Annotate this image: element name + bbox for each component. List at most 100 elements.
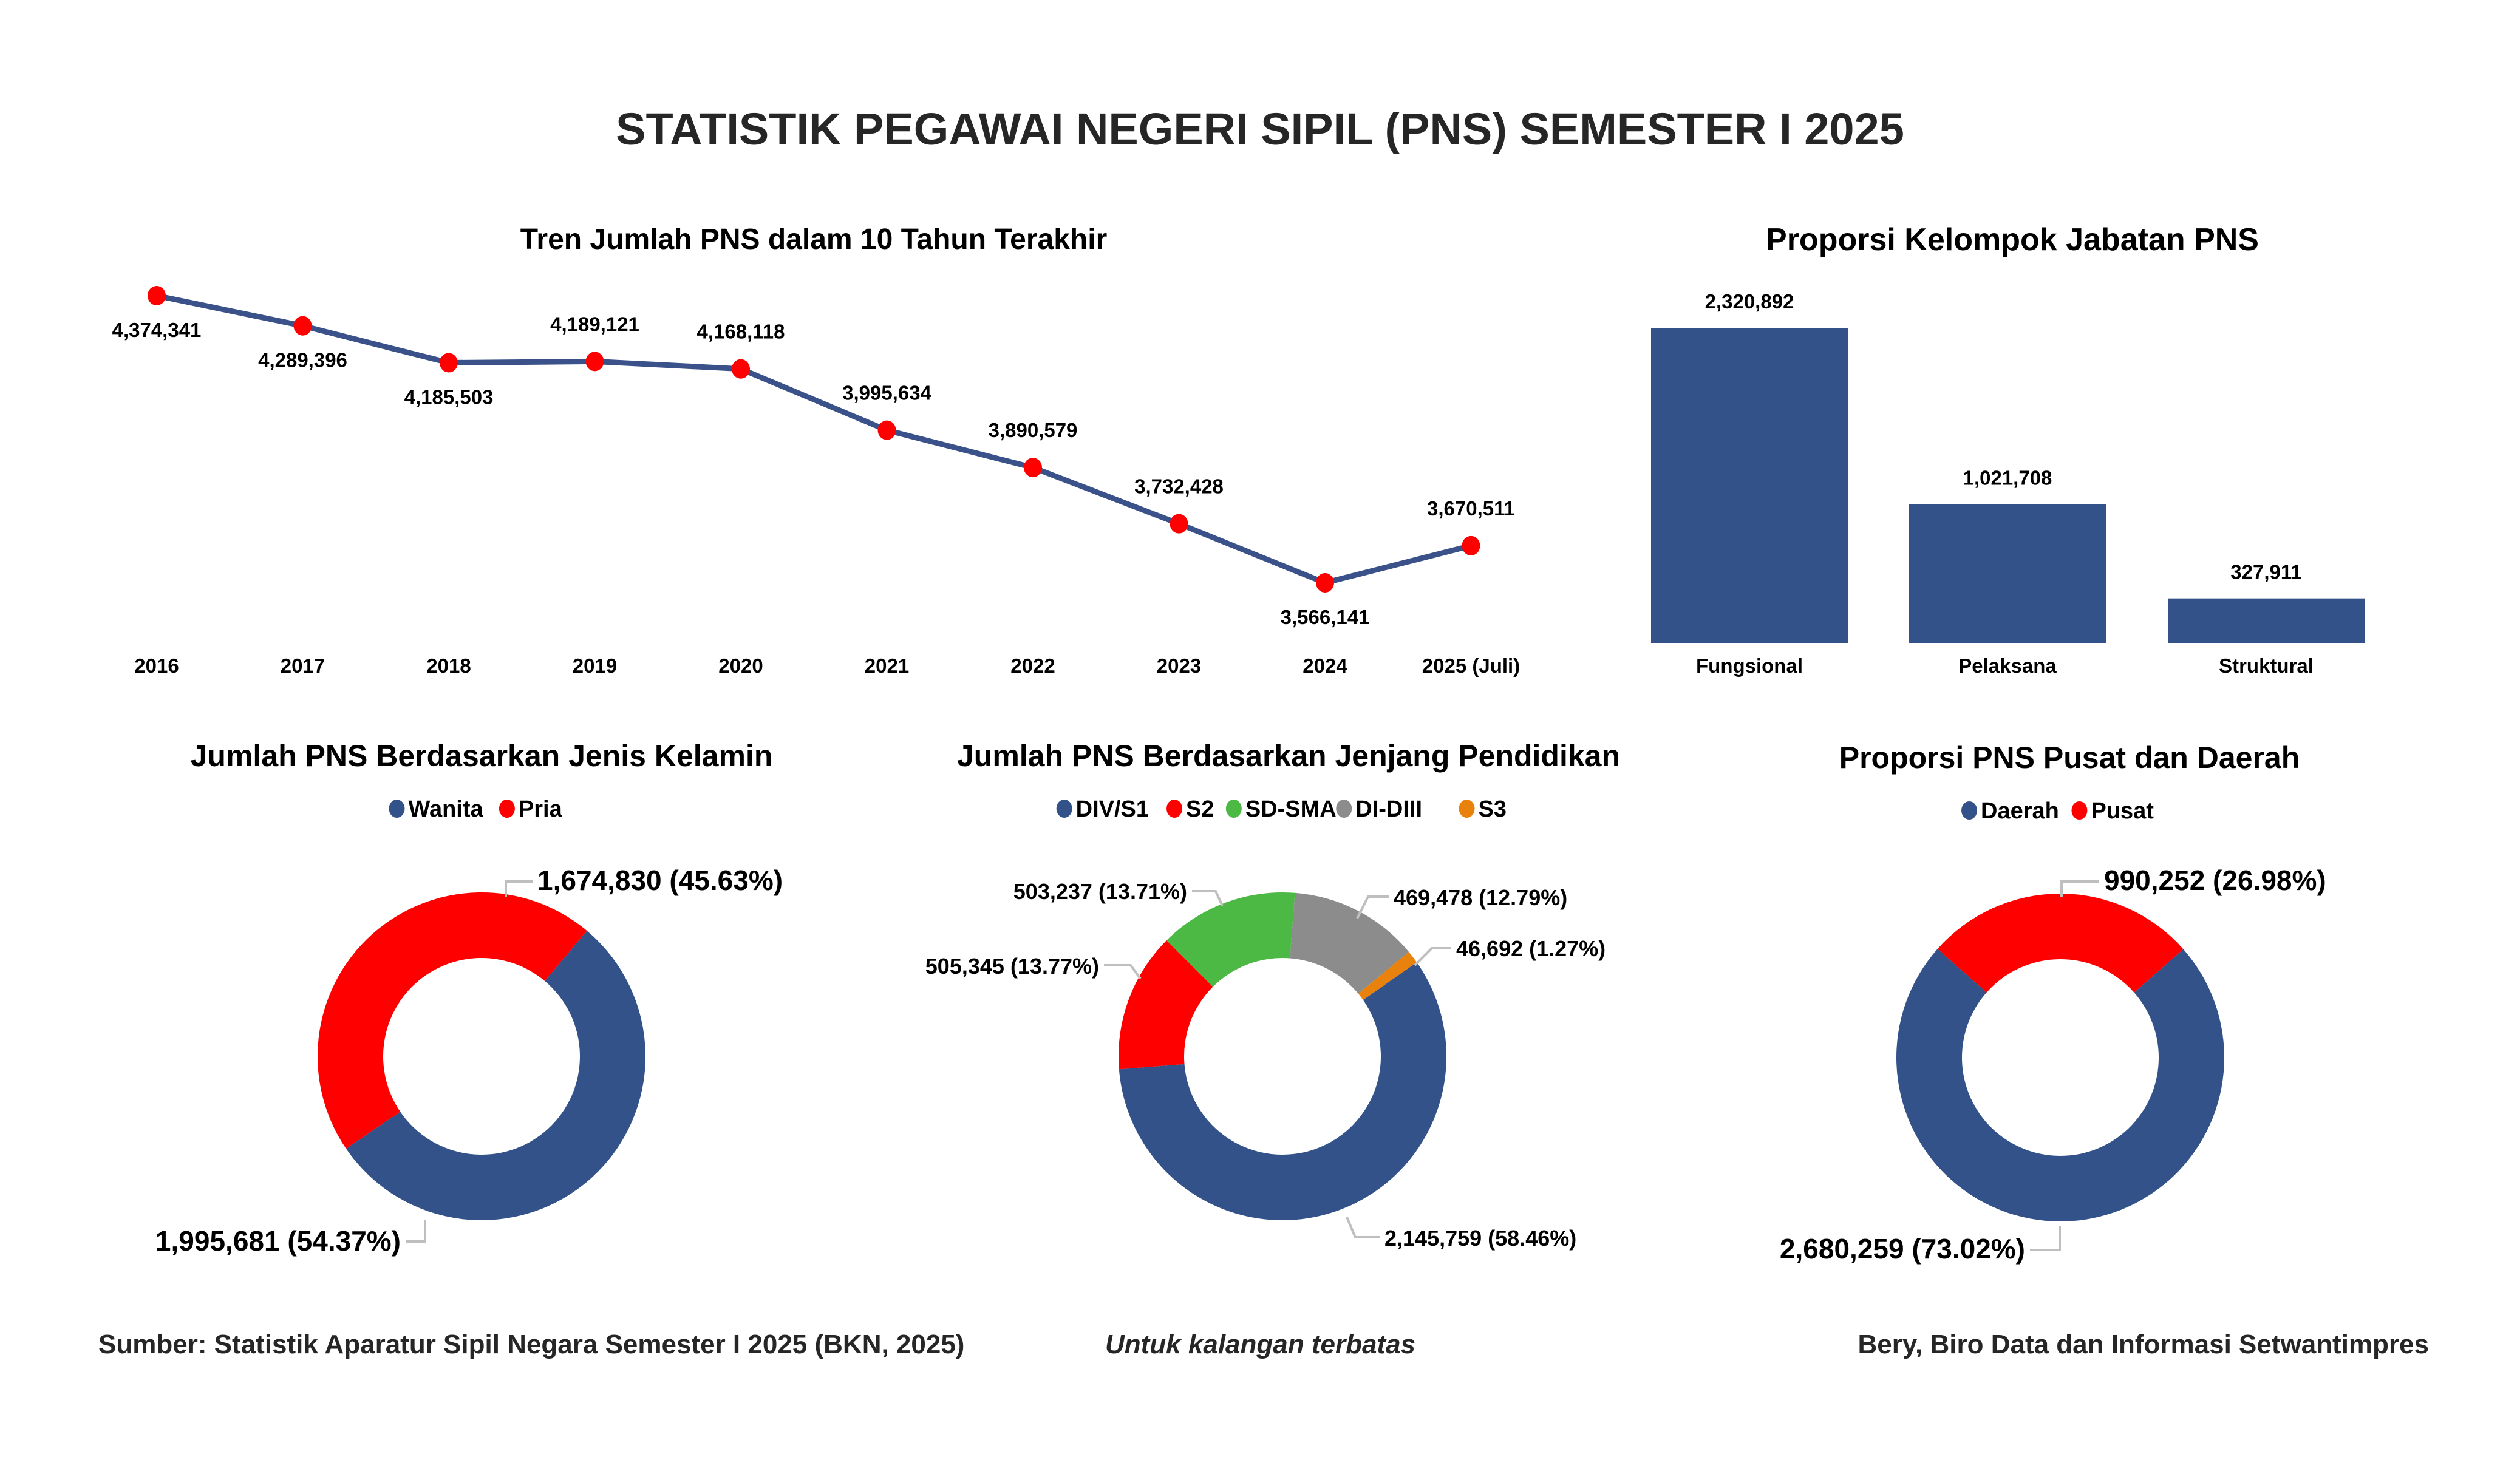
- line-data-label: 3,890,579: [989, 419, 1078, 441]
- leader-line: [1192, 890, 1224, 906]
- line-data-label: 4,185,503: [404, 386, 494, 409]
- line-x-tick-label: 2019: [573, 654, 617, 677]
- bar-data-label: 1,021,708: [1963, 467, 2052, 489]
- donut-slice-pria: [318, 892, 587, 1149]
- legend-marker-icon: [1166, 800, 1183, 818]
- gender-donut-chart: Jumlah PNS Berdasarkan Jenis Kelamin Wan…: [155, 739, 783, 1257]
- leader-line: [1414, 947, 1451, 966]
- leader-line: [406, 1220, 426, 1243]
- line-point-2021: [877, 420, 896, 440]
- donut-slice-s2: [1119, 940, 1213, 1070]
- legend-marker-icon: [2071, 801, 2088, 820]
- line-x-tick-label: 2017: [281, 654, 325, 677]
- line-data-label: 3,995,634: [842, 382, 931, 404]
- donut-slice-daerah: [1896, 949, 2225, 1221]
- footer-source: Sumber: Statistik Aparatur Sipil Negara …: [98, 1330, 965, 1359]
- donut-slice-s3: [1358, 951, 1417, 1000]
- legend-label: S3: [1479, 796, 1507, 822]
- leader-line: [1104, 964, 1142, 980]
- leader-line: [1356, 895, 1389, 919]
- line-x-tick-label: 2018: [426, 654, 471, 677]
- leader-line: [2060, 880, 2099, 897]
- footer-note: Untuk kalangan terbatas: [1105, 1330, 1416, 1359]
- bar-pelaksana: [1909, 504, 2106, 643]
- legend-label: Pusat: [2091, 798, 2154, 824]
- donut-slice-wanita: [346, 931, 646, 1220]
- line-data-label: 4,168,118: [697, 321, 785, 343]
- line-x-tick-label: 2024: [1303, 654, 1347, 677]
- donut-slice-sd-sma: [1166, 892, 1295, 987]
- legend-label: Wanita: [409, 796, 484, 822]
- line-x-tick-label: 2023: [1157, 654, 1201, 677]
- leader-line: [1346, 1217, 1380, 1238]
- legend-marker-icon: [1459, 800, 1475, 818]
- legend-marker-icon: [1961, 801, 1978, 820]
- bar-chart: Proporsi Kelompok Jabatan PNS 2,320,892 F…: [1651, 222, 2365, 677]
- line-x-tick-label: 2022: [1010, 654, 1055, 677]
- line-data-label: 3,566,141: [1281, 606, 1370, 628]
- legend-label: DI-DIII: [1355, 796, 1422, 822]
- bar-fungsional: [1651, 328, 1848, 643]
- donut-data-label: 503,237 (13.71%): [1013, 879, 1187, 904]
- legend: Wanita Pria: [389, 796, 563, 822]
- donut-data-label: 990,252 (26.98%): [2104, 864, 2326, 896]
- bar-struktural: [2168, 598, 2365, 643]
- line-point-2025-juli-: [1462, 535, 1480, 555]
- legend-marker-icon: [1225, 800, 1242, 818]
- line-point-2022: [1024, 458, 1042, 478]
- legend-label: DIV/S1: [1076, 796, 1149, 822]
- education-chart-title: Jumlah PNS Berdasarkan Jenjang Pendidika…: [957, 739, 1620, 773]
- leader-line: [2030, 1226, 2061, 1251]
- gender-chart-title: Jumlah PNS Berdasarkan Jenis Kelamin: [191, 739, 773, 773]
- bar-x-tick-label: Struktural: [2219, 654, 2314, 677]
- line-chart-title: Tren Jumlah PNS dalam 10 Tahun Terakhir: [520, 223, 1108, 256]
- donut-data-label: 46,692 (1.27%): [1456, 936, 1606, 961]
- line-point-2024: [1316, 573, 1334, 593]
- line-data-label: 4,289,396: [258, 349, 347, 372]
- line-point-2019: [585, 352, 604, 372]
- legend-marker-icon: [1336, 800, 1352, 818]
- region-chart-title: Proporsi PNS Pusat dan Daerah: [1839, 741, 2300, 775]
- legend: Daerah Pusat: [1961, 798, 2154, 824]
- line-point-2020: [732, 359, 750, 379]
- bar-data-label: 327,911: [2230, 561, 2301, 583]
- line-data-label: 3,670,511: [1427, 497, 1515, 520]
- donut-data-label: 2,145,759 (58.46%): [1384, 1226, 1576, 1251]
- legend-marker-icon: [389, 800, 405, 818]
- donut-data-label: 505,345 (13.77%): [925, 954, 1099, 979]
- line-series: [156, 293, 1472, 586]
- legend-label: Daerah: [1981, 798, 2059, 824]
- legend: DIV/S1 S2 SD-SMA DI-DIII S3: [1056, 796, 1507, 822]
- bar-x-tick-label: Pelaksana: [1958, 654, 2057, 677]
- line-x-tick-label: 2016: [134, 654, 179, 677]
- legend-label: SD-SMA: [1245, 796, 1337, 822]
- region-donut-chart: Proporsi PNS Pusat dan Daerah Daerah Pusa…: [1780, 741, 2326, 1265]
- bar-chart-title: Proporsi Kelompok Jabatan PNS: [1766, 222, 2259, 257]
- donut-slice-pusat: [1937, 893, 2184, 993]
- bar-data-label: 2,320,892: [1705, 290, 1794, 313]
- line-x-tick-label: 2021: [865, 654, 909, 677]
- legend-marker-icon: [1056, 800, 1072, 818]
- line-data-label: 3,732,428: [1134, 475, 1224, 498]
- line-x-tick-label: 2020: [718, 654, 763, 677]
- footer-credit: Bery, Biro Data dan Informasi Setwantimp…: [1858, 1330, 2429, 1359]
- donut-slice-div-s1: [1119, 962, 1447, 1220]
- education-donut-chart: Jumlah PNS Berdasarkan Jenjang Pendidika…: [925, 739, 1620, 1251]
- line-point-2016: [148, 286, 166, 305]
- donut-data-label: 2,680,259 (73.02%): [1780, 1233, 2025, 1265]
- main-title: STATISTIK PEGAWAI NEGERI SIPIL (PNS) SEM…: [616, 104, 1904, 154]
- donut-data-label: 1,674,830 (45.63%): [537, 864, 783, 896]
- donut-slice-di-diii: [1290, 892, 1409, 994]
- line-point-2023: [1170, 514, 1188, 534]
- line-point-2017: [293, 316, 312, 336]
- leader-line: [505, 880, 533, 897]
- legend-label: S2: [1186, 796, 1214, 822]
- line-data-label: 4,189,121: [550, 313, 639, 335]
- donut-data-label: 469,478 (12.79%): [1394, 885, 1567, 910]
- bar-x-tick-label: Fungsional: [1696, 654, 1803, 677]
- line-x-tick-label: 2025 (Juli): [1422, 654, 1520, 677]
- line-point-2018: [440, 353, 458, 373]
- line-chart: Tren Jumlah PNS dalam 10 Tahun Terakhir …: [112, 223, 1521, 677]
- legend-marker-icon: [499, 800, 515, 818]
